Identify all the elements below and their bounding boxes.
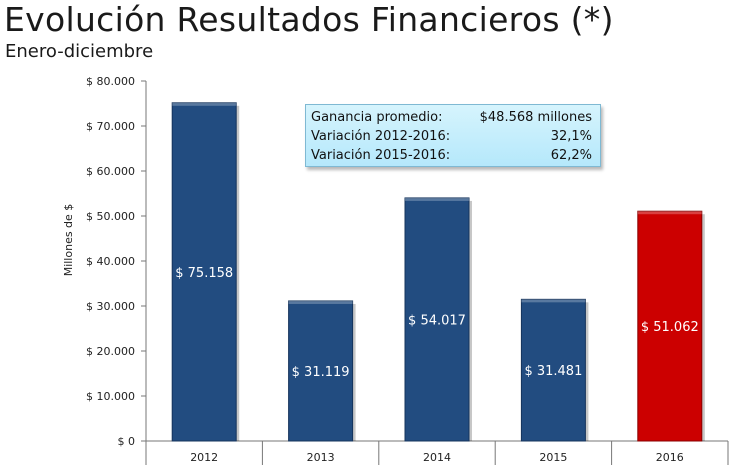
- y-tick-label: $ 40.000: [86, 255, 135, 268]
- x-tick-label: 2013: [307, 451, 335, 464]
- bar: [520, 298, 586, 442]
- page-subtitle: Enero-diciembre: [5, 41, 154, 62]
- summary-label: Ganancia promedio:: [311, 110, 443, 125]
- bar-highlight: [405, 197, 469, 201]
- bar-data-label: $ 51.062: [641, 320, 699, 335]
- bar-data-label: $ 31.481: [524, 364, 582, 379]
- y-tick-label: $ 80.000: [86, 75, 135, 88]
- y-tick-label: $ 20.000: [86, 345, 135, 358]
- x-tick-label: 2014: [423, 451, 451, 464]
- page-title: Evolución Resultados Financieros (*): [4, 0, 614, 39]
- bar: [637, 210, 703, 442]
- bar: [404, 197, 470, 442]
- bar-highlight: [521, 299, 586, 303]
- x-tick-label: 2016: [656, 451, 684, 464]
- bar: [171, 102, 237, 442]
- summary-row: Ganancia promedio: $48.568 millones: [311, 108, 592, 127]
- y-axis-label: Millones de $: [62, 204, 75, 277]
- summary-value: $48.568 millones: [479, 110, 592, 125]
- summary-row: Variación 2012-2016: 32,1%: [311, 127, 592, 146]
- bar-data-label: $ 31.119: [292, 365, 350, 380]
- x-tick-label: 2012: [190, 451, 218, 464]
- y-tick-label: $ 60.000: [86, 165, 135, 178]
- summary-label: Variación 2015-2016:: [311, 148, 451, 163]
- y-tick-label: $ 70.000: [86, 120, 135, 133]
- y-tick-label: $ 30.000: [86, 300, 135, 313]
- summary-value: 62,2%: [550, 148, 592, 163]
- bar-data-label: $ 75.158: [175, 266, 233, 281]
- summary-value: 32,1%: [550, 129, 592, 144]
- bar-highlight: [172, 102, 237, 106]
- bar: [288, 300, 354, 442]
- summary-box: Ganancia promedio: $48.568 millones Vari…: [305, 104, 601, 167]
- bar-data-label: $ 54.017: [408, 313, 466, 328]
- y-tick-label: $ 10.000: [86, 390, 135, 403]
- y-tick-label: $ 50.000: [86, 210, 135, 223]
- y-tick-label: $ 0: [118, 435, 136, 448]
- bar-highlight: [637, 211, 702, 215]
- x-tick-label: 2015: [539, 451, 567, 464]
- summary-label: Variación 2012-2016:: [311, 129, 451, 144]
- bar-highlight: [288, 300, 353, 304]
- summary-row: Variación 2015-2016: 62,2%: [311, 146, 592, 165]
